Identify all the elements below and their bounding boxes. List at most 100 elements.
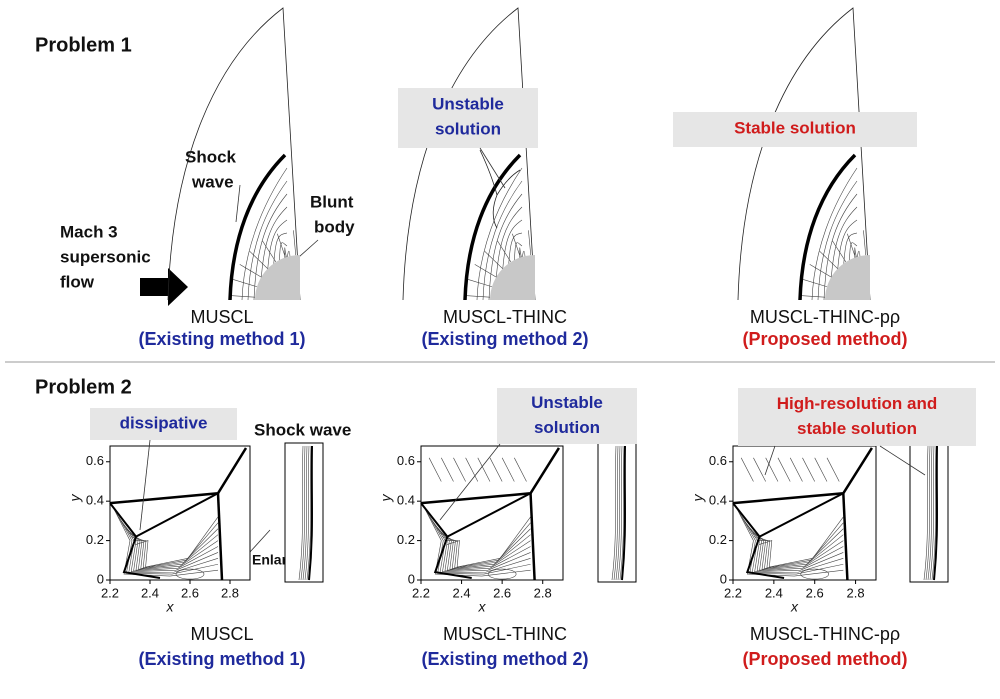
inset-contour [611, 445, 617, 581]
method-name: MUSCL-THINC-pρ [750, 307, 900, 327]
contour [832, 240, 847, 263]
section-title: Problem 2 [35, 376, 132, 398]
flow-arrow [140, 268, 188, 306]
blunt-body [255, 255, 300, 300]
callout-text: solution [435, 119, 501, 138]
inset-contour [306, 445, 312, 581]
inset-frame [284, 442, 324, 583]
label: Shock [185, 147, 237, 166]
contour [512, 233, 521, 258]
shock [216, 493, 224, 581]
y-tick-label: 0 [97, 571, 104, 586]
contour [863, 230, 867, 256]
inset-shock [621, 445, 626, 581]
contour [528, 230, 532, 256]
callout-box [90, 408, 237, 440]
x-tick-label: 2.2 [101, 585, 119, 600]
contour [230, 295, 256, 298]
contour [424, 508, 531, 577]
callout-text: High-resolution and [777, 394, 938, 413]
contour [277, 233, 286, 258]
y-tick-label: 0.2 [86, 532, 104, 547]
leader [235, 184, 241, 223]
callout-text: Stable solution [734, 118, 856, 137]
contour [814, 457, 828, 482]
x-tick-label: 2.2 [412, 585, 430, 600]
contour [444, 522, 531, 569]
flow-panel [167, 7, 301, 301]
inset-contour [304, 445, 310, 581]
inset-contour [925, 445, 931, 581]
contour [800, 295, 826, 298]
label: Shock wave [254, 420, 351, 439]
contour [133, 522, 219, 569]
method-note: (Proposed method) [743, 329, 908, 349]
blunt-body [825, 255, 870, 300]
outer-boundary [167, 7, 301, 301]
y-tick-label: 0.6 [397, 453, 415, 468]
contour [249, 251, 268, 269]
inset-contour [923, 445, 929, 581]
contour [128, 532, 219, 570]
y-tick-label: 0.2 [397, 532, 415, 547]
contour [501, 457, 515, 482]
inset-shock [308, 445, 313, 581]
shock [463, 153, 522, 301]
contour [262, 240, 277, 263]
y-tick-label: 0.4 [397, 493, 415, 508]
x-axis-label: x [166, 599, 175, 615]
axes-frame [109, 445, 251, 581]
contour [802, 457, 815, 482]
contour [759, 516, 844, 568]
flow-panel [402, 7, 536, 301]
contour [753, 457, 766, 482]
y-tick-label: 0 [408, 571, 415, 586]
method-name: MUSCL-THINC-pρ [750, 624, 900, 644]
x-tick-label: 2.2 [724, 585, 742, 600]
label: Mach 3 [60, 222, 118, 241]
contour [777, 457, 791, 482]
inset-contour [617, 445, 623, 581]
shock [529, 493, 536, 581]
contour [789, 457, 803, 482]
x-tick-label: 2.8 [221, 585, 239, 600]
inset-contour [619, 445, 625, 581]
contour [442, 528, 531, 569]
contour [497, 240, 512, 263]
y-axis-label: y [378, 494, 394, 503]
y-tick-label: 0.6 [709, 453, 727, 468]
contour [476, 167, 523, 301]
inset-contour [613, 445, 619, 581]
callout-box [398, 88, 538, 148]
y-axis-label: y [690, 494, 706, 503]
contour [489, 457, 503, 482]
y-axis-label: y [67, 494, 83, 503]
inset-contour [927, 445, 933, 581]
contour [474, 264, 497, 278]
blunt-body [490, 255, 535, 300]
method-name: MUSCL-THINC [443, 624, 567, 644]
x-axis-label: x [790, 599, 799, 615]
shock [745, 536, 785, 580]
method-note: (Existing method 2) [421, 329, 588, 349]
vortex [487, 568, 517, 580]
y-tick-label: 0.4 [709, 493, 727, 508]
inset-contour [300, 445, 306, 581]
inset-contour [931, 445, 937, 581]
x-tick-label: 2.6 [493, 585, 511, 600]
method-note: (Existing method 1) [138, 649, 305, 669]
contour [765, 457, 779, 482]
inset-contour [302, 445, 308, 581]
method-name: MUSCL-THINC [443, 307, 567, 327]
contour [113, 508, 219, 577]
contour [130, 528, 219, 569]
shock [122, 536, 161, 580]
contour [823, 193, 858, 301]
callout-text: Unstable [531, 393, 603, 412]
contour [488, 193, 523, 301]
label: body [314, 217, 355, 236]
contour [468, 279, 493, 288]
contour [484, 251, 503, 269]
contour [482, 180, 523, 301]
leader [249, 529, 271, 553]
